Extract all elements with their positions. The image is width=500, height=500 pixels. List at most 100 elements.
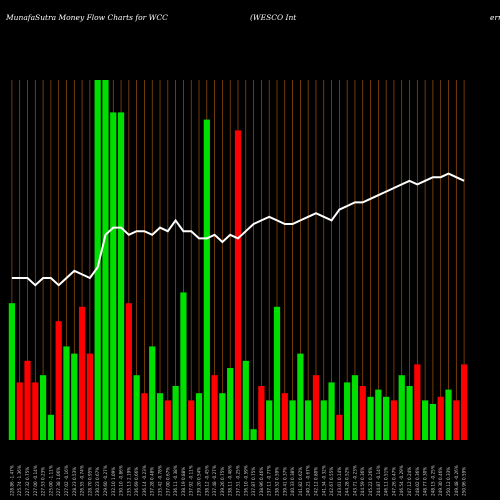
money-flow-bar bbox=[188, 400, 195, 440]
money-flow-bar bbox=[367, 396, 374, 440]
money-flow-bar bbox=[375, 389, 382, 440]
money-flow-bar bbox=[180, 292, 187, 440]
x-tick-label: 243.71 -0.23% bbox=[352, 465, 357, 496]
money-flow-bar bbox=[86, 353, 93, 440]
money-flow-bar bbox=[437, 396, 444, 440]
money-flow-bar bbox=[94, 80, 101, 440]
x-tick-label: 247.26 0.47% bbox=[391, 467, 396, 496]
money-flow-bar bbox=[414, 364, 421, 440]
x-tick-label: 250.12 0.33% bbox=[446, 467, 451, 496]
money-flow-bar bbox=[445, 389, 452, 440]
x-tick-label: 230.10 -0.86% bbox=[119, 465, 124, 496]
chart-title-left: MunafaSutra Money Flow Charts for WCC bbox=[5, 13, 168, 22]
x-tick-label: 249.48 -0.26% bbox=[454, 465, 459, 496]
x-tick-label: 245.22 0.26% bbox=[368, 467, 373, 496]
x-tick-label: 250.96 0.59% bbox=[462, 467, 467, 496]
money-flow-bar bbox=[8, 303, 16, 440]
money-flow-bar bbox=[55, 321, 62, 440]
x-tick-label: 225.74 -1.36% bbox=[17, 465, 22, 496]
money-flow-bars bbox=[8, 80, 468, 441]
money-flow-bar bbox=[273, 306, 281, 440]
x-tick-label: 238.11 -0.48% bbox=[228, 465, 233, 496]
money-flow-bar bbox=[149, 346, 156, 440]
x-tick-label: 237.11 -0.77% bbox=[267, 465, 272, 496]
x-tick-label: 240.33 0.38% bbox=[290, 467, 295, 496]
x-tick-label: 229.60 -0.27% bbox=[103, 465, 108, 496]
x-tick-label: 230.23 0.67% bbox=[95, 467, 100, 496]
money-flow-bar bbox=[460, 364, 468, 440]
x-tick-label: 237.48 -0.27% bbox=[212, 465, 217, 496]
x-tick-label: 236.10 -0.59% bbox=[243, 465, 248, 496]
money-flow-bar bbox=[398, 375, 405, 440]
x-tick-label: 227.53 0.23% bbox=[41, 467, 46, 496]
chart-title-right: ern bbox=[490, 13, 500, 22]
money-flow-bar bbox=[336, 414, 343, 440]
money-flow-bar bbox=[24, 360, 31, 440]
money-flow-bar bbox=[328, 382, 335, 440]
x-tick-label: 249.30 0.46% bbox=[438, 467, 443, 496]
money-flow-bar bbox=[289, 400, 296, 440]
x-tick-label: 228.70 0.95% bbox=[87, 467, 92, 496]
x-tick-label: 246.11 0.51% bbox=[384, 467, 389, 496]
x-tick-label: 238.19 0.88% bbox=[181, 467, 186, 496]
money-flow-bar bbox=[242, 360, 249, 440]
money-flow-bar bbox=[359, 386, 366, 440]
x-tick-label: 242.67 0.55% bbox=[329, 467, 334, 496]
money-flow-bar bbox=[203, 119, 210, 440]
x-tick-label: 242.12 0.80% bbox=[313, 467, 318, 496]
money-flow-bar bbox=[47, 414, 54, 440]
money-flow-bar bbox=[297, 353, 304, 440]
x-tick-label: 244.87 -0.14% bbox=[376, 465, 381, 496]
money-flow-bar bbox=[312, 375, 320, 440]
money-flow-bar bbox=[344, 382, 351, 440]
x-axis-tick-labels: 228.86 -1.47% 225.74 -1.36% 227.32 0.75% 22… bbox=[9, 465, 466, 496]
money-flow-bar bbox=[234, 130, 242, 440]
money-flow-bar bbox=[258, 386, 265, 440]
x-tick-label: 240.21 -0.67% bbox=[306, 465, 311, 496]
x-tick-label: 244.28 0.52% bbox=[345, 467, 350, 496]
money-flow-bar bbox=[156, 393, 164, 440]
money-flow-bar bbox=[351, 375, 359, 440]
x-tick-label: 225.00 -1.11% bbox=[48, 465, 53, 496]
x-tick-label: 237.28 0.48% bbox=[150, 467, 155, 496]
x-tick-label: 237.51 -0.25% bbox=[236, 465, 241, 496]
chart-title-middle: (WESCO Int bbox=[250, 13, 297, 22]
x-tick-label: 241.34 -0.32% bbox=[321, 465, 326, 496]
money-flow-bar bbox=[320, 400, 327, 440]
money-flow-bar bbox=[406, 386, 413, 440]
x-tick-label: 247.12 0.24% bbox=[407, 467, 412, 496]
x-tick-label: 237.00 0.67% bbox=[165, 467, 170, 496]
x-tick-label: 248.15 -0.25% bbox=[430, 465, 435, 496]
money-flow-bar bbox=[102, 80, 109, 440]
money-flow-bar bbox=[39, 375, 47, 440]
x-tick-label: 238.52 0.59% bbox=[274, 467, 279, 496]
price-line bbox=[11, 172, 465, 287]
x-tick-label: 244.59 0.36% bbox=[360, 467, 365, 496]
money-flow-bar bbox=[133, 375, 140, 440]
money-flow-bar bbox=[78, 306, 86, 440]
x-tick-label: 236.14 -0.23% bbox=[142, 465, 147, 496]
money-flow-bar bbox=[390, 400, 398, 440]
x-tick-label: 237.92 -0.11% bbox=[189, 465, 194, 496]
x-tick-label: 226.55 -0.74% bbox=[80, 465, 85, 496]
x-tick-label: 227.32 0.75% bbox=[25, 467, 30, 496]
x-tick-label: 238.12 -0.45% bbox=[204, 465, 209, 496]
x-tick-label: 241.82 0.62% bbox=[298, 467, 303, 496]
money-flow-bar bbox=[110, 112, 117, 441]
money-flow-bar bbox=[429, 404, 437, 440]
x-tick-label: 236.69 0.66% bbox=[134, 467, 139, 496]
money-flow-bar bbox=[125, 303, 132, 440]
x-tick-label: 227.00 -0.14% bbox=[33, 465, 38, 496]
x-tick-label: 239.41 0.37% bbox=[282, 467, 287, 496]
money-flow-bar bbox=[164, 400, 171, 440]
x-tick-label: 243.01 0.14% bbox=[337, 467, 342, 496]
money-flow-bar bbox=[453, 400, 460, 440]
x-tick-label: 238.96 0.46% bbox=[259, 467, 264, 496]
x-tick-label: 236.11 -0.38% bbox=[173, 465, 178, 496]
money-flow-bar bbox=[266, 400, 273, 440]
x-tick-label: 228.23 0.53% bbox=[72, 467, 77, 496]
x-tick-label: 237.87 0.75% bbox=[251, 467, 256, 496]
x-tick-label: 239.20 0.54% bbox=[197, 467, 202, 496]
x-tick-label: 246.54 -0.29% bbox=[399, 465, 404, 496]
